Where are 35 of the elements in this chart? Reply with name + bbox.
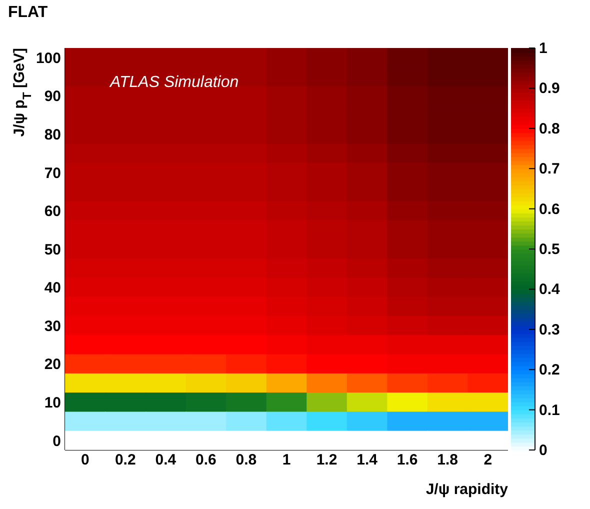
color-bar-label: 0.9	[539, 80, 560, 98]
x-tick-label: 0.8	[236, 452, 257, 469]
y-tick-label: 60	[44, 203, 61, 220]
x-tick-label: 1.2	[316, 452, 338, 469]
y-tick-label: 50	[44, 241, 61, 258]
y-tick-label: 80	[44, 126, 61, 144]
x-tick-label: 0.2	[114, 452, 136, 469]
y-tick-label: 20	[44, 356, 61, 374]
color-bar-label: 0.1	[539, 402, 560, 419]
color-bar-label: 1	[539, 40, 548, 57]
color-bar-label: 0.8	[539, 120, 560, 138]
x-tick-label: 1.4	[356, 452, 378, 469]
y-tick-label: 0	[52, 432, 61, 450]
color-bar-label: 0.3	[539, 321, 560, 338]
color-bar-label: 0.2	[539, 362, 560, 379]
x-tick-label: 0.4	[155, 452, 177, 469]
y-tick-label: 100	[36, 50, 61, 67]
x-axis-title: J/ψ rapidity	[426, 481, 509, 498]
y-tick-label: 10	[44, 394, 61, 412]
chart-title: FLAT	[8, 4, 48, 22]
x-tick-label: 0.6	[196, 452, 216, 469]
annotation: ATLAS Simulation	[110, 74, 239, 92]
x-tick-label: 0	[80, 452, 90, 469]
y-tick-label: 40	[44, 280, 61, 297]
y-tick-label: 30	[44, 318, 61, 335]
color-bar-label: 0.7	[539, 160, 560, 178]
x-tick-label: 1.8	[437, 452, 458, 469]
color-bar-label: 0.6	[539, 200, 560, 218]
x-tick-label: 1.6	[396, 452, 418, 469]
y-tick-label: 70	[44, 164, 61, 182]
y-tick-label: 90	[44, 88, 61, 106]
color-bar-label: 0.5	[539, 241, 560, 258]
color-bar-label: 0.4	[539, 281, 561, 298]
x-tick-label: 1	[282, 452, 291, 469]
x-tick-label: 2	[484, 452, 492, 469]
